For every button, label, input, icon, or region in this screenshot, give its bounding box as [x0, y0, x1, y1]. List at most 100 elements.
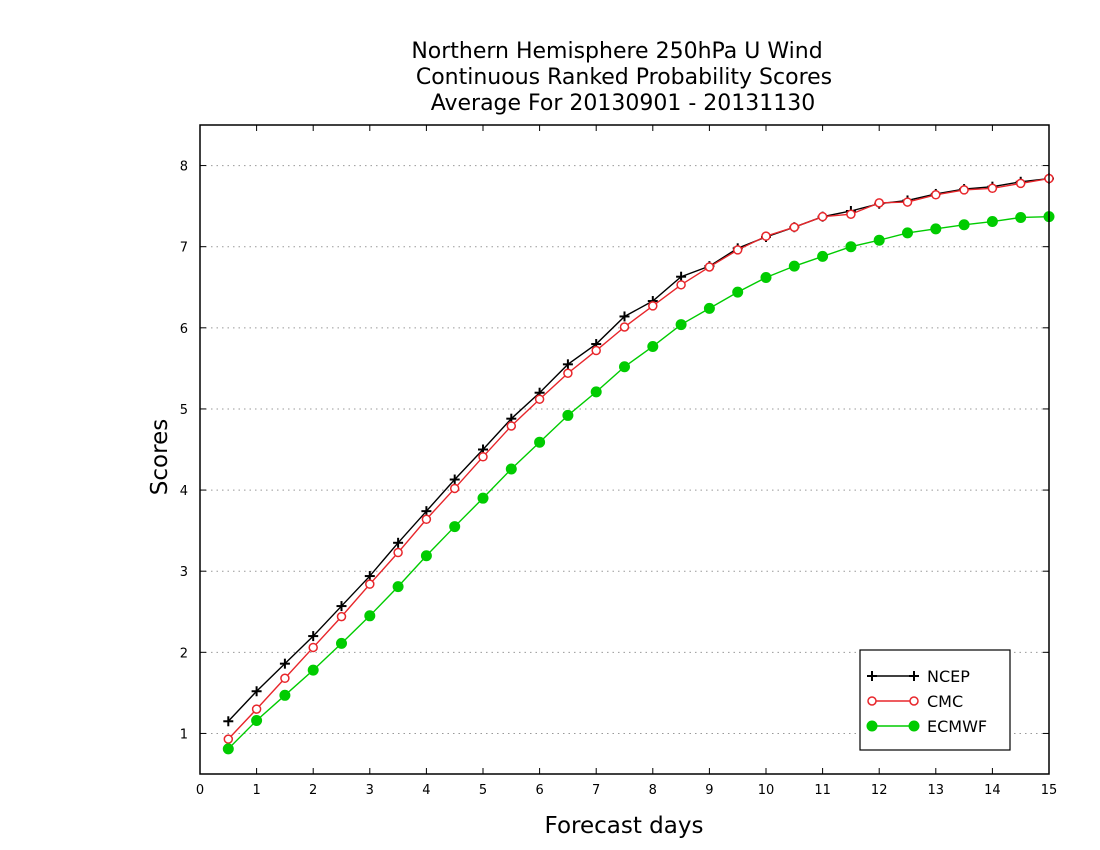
legend-marker	[909, 696, 919, 706]
data-point-cmc	[534, 394, 545, 404]
chart-title-line-1: Northern Hemisphere 250hPa U Wind	[411, 39, 822, 64]
legend-marker	[867, 671, 877, 681]
data-point-ncep	[393, 537, 404, 548]
data-point-cmc	[817, 211, 828, 222]
data-point-ncep	[619, 311, 630, 322]
data-point-ecmwf	[505, 463, 517, 475]
y-tick-label: 1	[180, 727, 188, 742]
data-point-ncep	[676, 271, 687, 282]
data-point-ecmwf	[336, 637, 347, 649]
data-point-ecmwf	[477, 492, 489, 504]
data-point-cmc	[874, 198, 884, 208]
data-point-ecmwf	[222, 743, 234, 755]
data-point-cmc	[308, 642, 318, 653]
data-point-ecmwf	[817, 250, 829, 262]
y-tick-label: 3	[180, 565, 188, 580]
grid-lines	[200, 165, 1049, 734]
x-tick-label: 11	[814, 783, 831, 798]
y-tick-label: 2	[180, 646, 188, 661]
x-tick-label: 5	[479, 783, 487, 798]
data-point-ecmwf	[562, 409, 574, 421]
legend-marker	[909, 671, 919, 681]
data-point-cmc	[789, 222, 800, 232]
data-point-cmc	[732, 245, 743, 255]
data-point-cmc	[563, 368, 573, 378]
x-tick-label: 0	[196, 783, 204, 798]
data-point-cmc	[280, 673, 290, 684]
data-point-ncep	[336, 601, 347, 612]
y-tick-label: 7	[180, 241, 188, 256]
data-point-cmc	[648, 301, 658, 311]
data-point-ecmwf	[279, 689, 291, 701]
x-tick-label: 10	[758, 783, 775, 798]
x-tick-label: 7	[592, 783, 600, 798]
data-point-cmc	[902, 197, 913, 207]
data-point-ecmwf	[590, 386, 602, 398]
legend-item-ecmwf: ECMWF	[866, 717, 987, 736]
legend-marker	[908, 720, 920, 732]
x-tick-label: 14	[984, 783, 1001, 798]
data-point-ncep	[421, 506, 432, 517]
data-point-cmc	[619, 322, 630, 332]
data-point-ecmwf	[930, 223, 942, 235]
data-point-cmc	[223, 734, 234, 744]
legend-box	[859, 649, 1011, 751]
legend-label: NCEP	[927, 667, 970, 686]
data-point-cmc	[761, 231, 771, 241]
x-tick-label: 12	[871, 783, 888, 798]
data-point-ecmwf	[703, 302, 715, 314]
data-point-cmc	[506, 421, 517, 431]
data-point-ecmwf	[845, 241, 857, 253]
data-point-cmc	[365, 579, 375, 589]
legend-item-ncep: NCEP	[867, 667, 970, 686]
x-tick-label: 6	[535, 783, 543, 798]
data-point-ecmwf	[1015, 211, 1027, 223]
data-point-ecmwf	[760, 272, 772, 284]
legend-label: ECMWF	[927, 717, 987, 736]
legend-marker	[867, 696, 877, 706]
y-tick-label: 6	[180, 322, 188, 337]
data-point-cmc	[676, 280, 686, 290]
data-point-cmc	[931, 190, 941, 200]
x-tick-label: 3	[366, 783, 374, 798]
data-point-cmc	[846, 209, 856, 219]
legend-label: CMC	[927, 692, 963, 711]
data-point-ncep	[279, 658, 290, 669]
data-point-ecmwf	[873, 234, 885, 246]
series-layer	[222, 173, 1055, 755]
data-point-ecmwf	[307, 664, 319, 676]
data-point-ncep	[223, 716, 234, 727]
data-point-cmc	[393, 547, 403, 558]
data-point-cmc	[251, 704, 262, 714]
data-point-cmc	[987, 183, 998, 194]
series-ecmwf	[222, 211, 1055, 755]
y-tick-label: 5	[180, 403, 188, 418]
data-point-ecmwf	[986, 216, 998, 228]
x-tick-label: 1	[252, 783, 260, 798]
data-point-ncep	[449, 474, 460, 485]
plot-area-frame	[199, 124, 1050, 775]
data-point-ecmwf	[251, 714, 263, 726]
x-tick-label: 15	[1041, 783, 1058, 798]
data-point-ecmwf	[420, 550, 432, 562]
data-point-ncep	[251, 686, 262, 697]
data-point-ecmwf	[958, 219, 970, 231]
legend-marker	[866, 720, 878, 732]
data-point-cmc	[336, 611, 347, 622]
data-point-ncep	[364, 571, 375, 582]
data-point-ecmwf	[675, 319, 687, 331]
series-line-ncep	[227, 177, 1050, 722]
data-point-cmc	[959, 185, 969, 195]
series-line-cmc	[227, 177, 1050, 740]
chart-title-line-3: Average For 20130901 - 20131130	[431, 91, 816, 116]
data-point-ecmwf	[902, 227, 913, 239]
data-point-cmc	[421, 514, 432, 525]
data-point-ecmwf	[392, 581, 404, 593]
data-point-ncep	[562, 359, 573, 370]
data-point-cmc	[1015, 178, 1026, 189]
data-point-ecmwf	[647, 340, 659, 352]
x-tick-label: 2	[309, 783, 317, 798]
series-ncep	[223, 173, 1054, 727]
data-point-ecmwf	[534, 436, 546, 448]
